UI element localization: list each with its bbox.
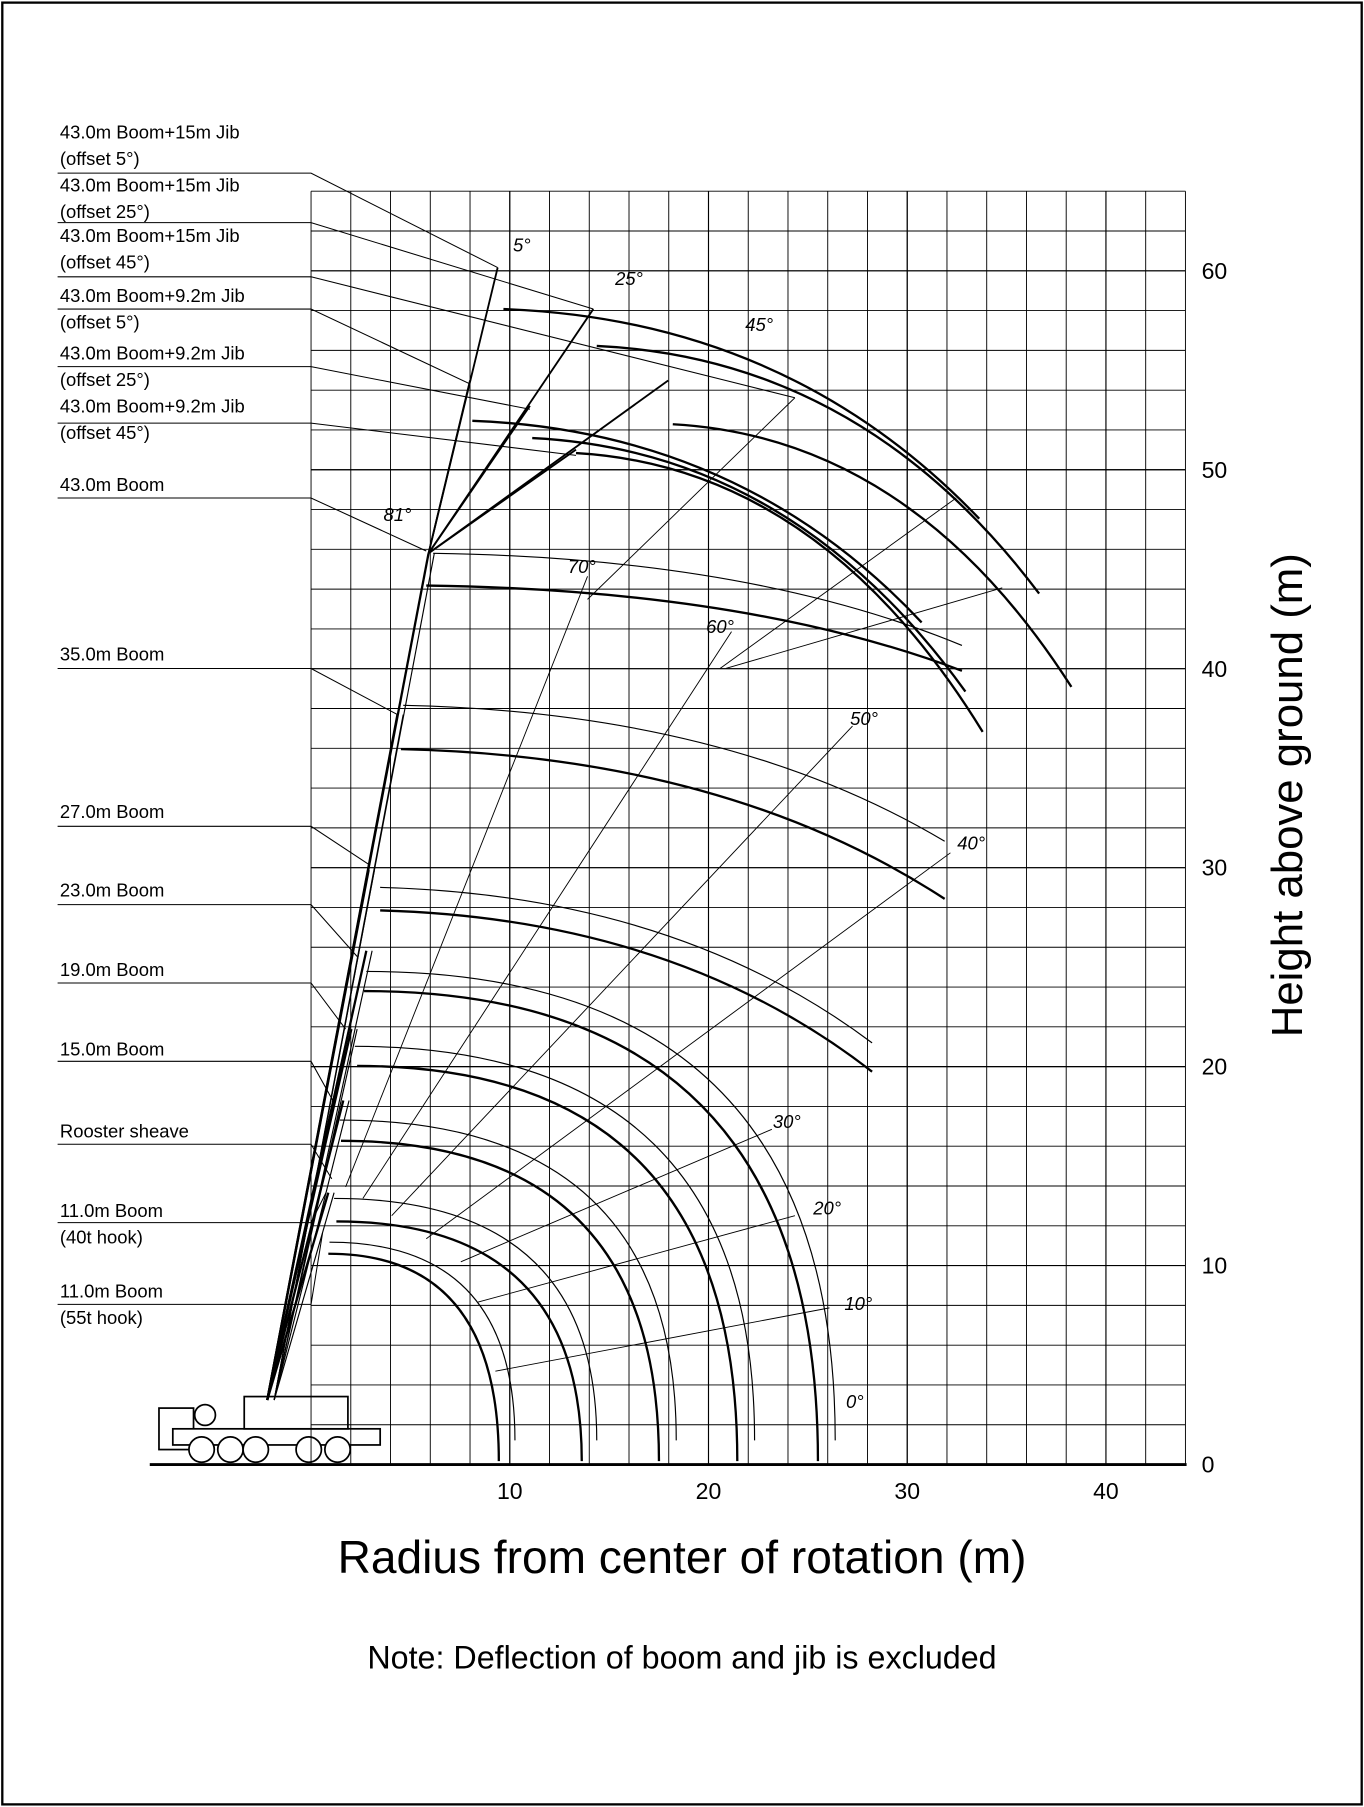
angle-line	[346, 576, 588, 1187]
y-tick-label: 20	[1202, 1054, 1228, 1080]
range-curve	[673, 424, 1072, 687]
boom	[267, 553, 428, 1400]
boom-label: (offset 25°)	[60, 201, 150, 222]
range-curve	[341, 1141, 659, 1461]
leader-line	[58, 1144, 332, 1179]
angle-label: 5°	[513, 234, 531, 255]
boom-label: Rooster sheave	[60, 1120, 189, 1141]
angle-line	[478, 1216, 795, 1302]
angle-label: 45°	[745, 314, 773, 335]
boom-label: (40t hook)	[60, 1226, 143, 1247]
range-curve	[576, 453, 983, 732]
angle-label: 70°	[568, 556, 596, 577]
range-curve	[532, 438, 965, 691]
angle-line	[461, 1129, 772, 1261]
x-tick-label: 10	[497, 1478, 523, 1504]
boom-label: 43.0m Boom+9.2m Jib	[60, 285, 245, 306]
x-tick-label: 30	[894, 1478, 920, 1504]
range-curve	[357, 1066, 737, 1461]
boom	[274, 1193, 334, 1400]
angle-label: 10°	[844, 1293, 872, 1314]
boom-label: (offset 5°)	[60, 312, 140, 333]
angle-label: 50°	[850, 708, 878, 729]
boom-label: 43.0m Boom+9.2m Jib	[60, 343, 245, 364]
note: Note: Deflection of boom and jib is excl…	[367, 1639, 996, 1675]
angle-label: 0°	[846, 1391, 864, 1412]
boom-label: 43.0m Boom+15m Jib	[60, 175, 240, 196]
angle-label: 60°	[706, 616, 734, 637]
boom-label: 11.0m Boom	[60, 1280, 163, 1301]
angle-line	[726, 588, 1002, 669]
boom-label: 23.0m Boom	[60, 880, 164, 901]
angle-line	[426, 853, 950, 1239]
leader-line	[58, 1061, 334, 1102]
leader-line	[58, 905, 358, 957]
angle-label: 81°	[384, 504, 412, 525]
boom-label: (offset 25°)	[60, 369, 150, 390]
angle-label: 25°	[614, 268, 643, 289]
y-axis-title: Height above ground (m)	[1263, 553, 1312, 1037]
boom-label: 27.0m Boom	[60, 801, 164, 822]
boom-label: 35.0m Boom	[60, 643, 164, 664]
boom-label: 43.0m Boom+9.2m Jib	[60, 396, 245, 417]
y-tick-label: 30	[1202, 855, 1228, 881]
boom	[274, 951, 372, 1400]
leader-line	[58, 826, 369, 864]
angle-line	[363, 632, 732, 1199]
y-tick-label: 0	[1202, 1452, 1215, 1478]
x-tick-label: 20	[696, 1478, 722, 1504]
range-curve	[366, 971, 835, 1440]
boom-label: (55t hook)	[60, 1307, 143, 1328]
boom-label: (offset 45°)	[60, 422, 150, 443]
boom-label: 43.0m Boom+15m Jib	[60, 225, 240, 246]
range-curve	[401, 749, 945, 899]
boom	[274, 553, 434, 1400]
y-tick-label: 60	[1202, 258, 1228, 284]
boom-label: 43.0m Boom+15m Jib	[60, 122, 240, 143]
y-tick-label: 40	[1202, 656, 1228, 682]
x-tick-label: 40	[1093, 1478, 1119, 1504]
boom	[267, 1100, 343, 1400]
leader-line	[58, 983, 346, 1029]
boom-label: 19.0m Boom	[60, 959, 164, 980]
y-tick-label: 50	[1202, 457, 1228, 483]
x-axis-title: Radius from center of rotation (m)	[338, 1531, 1027, 1583]
angle-label: 30°	[773, 1111, 801, 1132]
boom-label: (offset 5°)	[60, 148, 140, 169]
boom-label: 11.0m Boom	[60, 1200, 163, 1221]
angle-label: 40°	[957, 832, 985, 853]
angle-label: 20°	[812, 1198, 841, 1219]
boom-label: 15.0m Boom	[60, 1039, 164, 1060]
page: Radius from center of rotation (m) Heigh…	[0, 0, 1364, 1807]
leader-line	[58, 668, 398, 714]
leader-line	[58, 498, 427, 551]
boom-label: 43.0m Boom	[60, 474, 164, 495]
range-curve	[329, 1242, 514, 1440]
crane-body	[159, 1397, 380, 1463]
boom-label: (offset 45°)	[60, 252, 150, 273]
y-tick-label: 10	[1202, 1253, 1228, 1279]
diagram: Radius from center of rotation (m) Heigh…	[0, 0, 1364, 1807]
angle-line	[495, 1308, 829, 1371]
